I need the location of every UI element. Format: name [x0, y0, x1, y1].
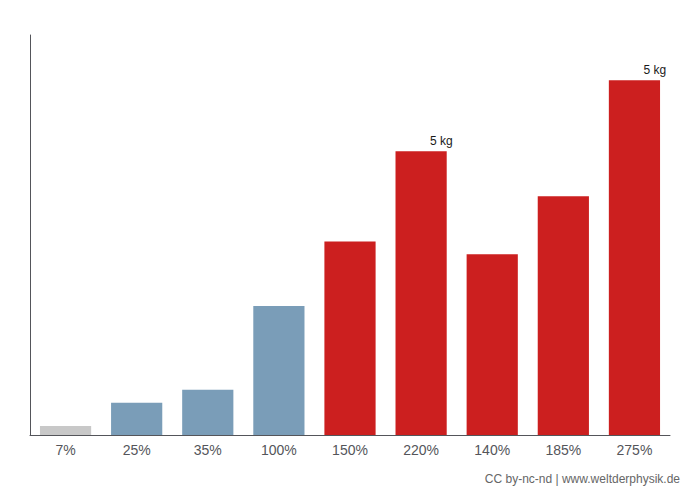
- svg-text:150%: 150%: [332, 442, 368, 458]
- svg-text:140%: 140%: [474, 442, 510, 458]
- svg-text:220%: 220%: [403, 442, 439, 458]
- svg-text:5 kg: 5 kg: [430, 134, 453, 148]
- svg-text:275%: 275%: [617, 442, 653, 458]
- svg-text:25%: 25%: [123, 442, 151, 458]
- svg-text:100%: 100%: [261, 442, 297, 458]
- svg-text:CC by-nc-nd | www.weltderphysi: CC by-nc-nd | www.weltderphysik.de: [485, 472, 681, 486]
- svg-text:35%: 35%: [194, 442, 222, 458]
- svg-text:7%: 7%: [55, 442, 75, 458]
- svg-text:5 kg: 5 kg: [643, 63, 666, 77]
- svg-text:185%: 185%: [545, 442, 581, 458]
